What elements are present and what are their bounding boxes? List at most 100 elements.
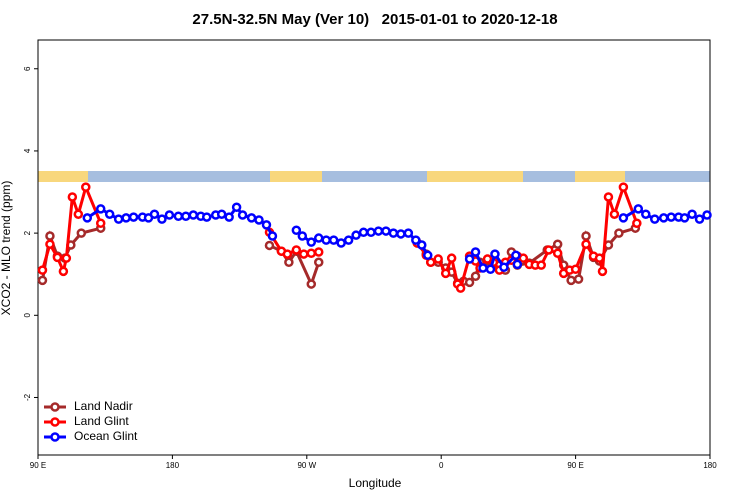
point	[231, 202, 242, 212]
point	[201, 212, 212, 222]
y-axis-label: XCO2 - MLO trend (ppm)	[0, 181, 13, 316]
point	[321, 235, 331, 245]
point	[188, 210, 199, 220]
point	[618, 213, 629, 223]
point	[261, 220, 272, 230]
point	[351, 230, 361, 240]
legend-marker	[50, 432, 60, 442]
point	[306, 279, 317, 289]
mask-ocean	[38, 171, 710, 182]
point	[128, 212, 139, 222]
point	[82, 213, 93, 223]
point	[618, 182, 629, 192]
point	[417, 240, 427, 250]
point	[113, 214, 124, 224]
point	[237, 210, 248, 220]
point	[291, 225, 302, 235]
point	[76, 228, 87, 238]
legend-label: Land Glint	[74, 414, 129, 428]
point	[679, 213, 690, 223]
point	[702, 210, 712, 220]
point	[254, 215, 264, 225]
point	[570, 264, 581, 275]
point	[485, 264, 496, 275]
point	[284, 257, 294, 268]
point	[543, 245, 554, 255]
point	[104, 209, 115, 219]
point	[512, 259, 523, 270]
x-tick-label: 180	[166, 461, 180, 470]
point	[306, 248, 317, 259]
point	[666, 212, 676, 222]
point	[297, 231, 308, 241]
mask-land	[270, 171, 322, 182]
legend-marker	[50, 402, 60, 412]
point	[358, 227, 369, 238]
point	[649, 214, 660, 224]
point	[306, 237, 317, 247]
point	[73, 209, 84, 219]
point	[603, 192, 614, 202]
x-axis-label: Longitude	[349, 476, 402, 490]
point	[282, 249, 293, 259]
point	[641, 209, 651, 219]
point	[246, 213, 257, 223]
point	[164, 210, 175, 220]
point	[581, 231, 591, 241]
point	[67, 192, 78, 202]
point	[573, 274, 584, 284]
point	[552, 248, 563, 259]
chart-title: 27.5N-32.5N May (Ver 10) 2015-01-01 to 2…	[192, 11, 557, 28]
point	[58, 266, 69, 277]
point	[633, 204, 644, 214]
point	[95, 218, 106, 229]
point	[216, 209, 227, 219]
point	[614, 228, 624, 238]
point	[388, 228, 399, 238]
point	[687, 209, 697, 219]
point	[440, 268, 451, 279]
point	[464, 254, 475, 264]
legend-marker	[50, 417, 60, 427]
point	[95, 204, 106, 214]
point	[403, 228, 414, 238]
point	[632, 218, 642, 229]
point	[518, 253, 529, 263]
point	[594, 253, 605, 263]
point	[478, 263, 488, 273]
x-tick-label: 90 W	[297, 461, 316, 470]
point	[411, 235, 421, 245]
point	[149, 209, 160, 219]
y-tick-label: 2	[23, 230, 32, 235]
point	[343, 235, 354, 245]
point	[373, 226, 384, 236]
legend-label: Ocean Glint	[74, 429, 138, 443]
point	[470, 247, 481, 257]
point	[433, 254, 443, 264]
x-tick-label: 180	[703, 461, 717, 470]
point	[52, 252, 63, 263]
y-tick-label: 4	[23, 148, 32, 153]
point	[173, 211, 184, 222]
point	[566, 275, 576, 286]
point	[511, 250, 521, 261]
x-tick-label: 90 E	[567, 461, 583, 470]
point	[61, 253, 72, 263]
point	[291, 245, 302, 255]
point	[396, 229, 406, 239]
point	[81, 182, 91, 192]
point	[581, 239, 591, 249]
point	[37, 265, 48, 275]
y-tick-label: -2	[23, 393, 32, 401]
point	[336, 238, 346, 248]
point	[267, 231, 278, 241]
point	[157, 214, 167, 224]
point	[121, 213, 131, 223]
point	[181, 211, 191, 222]
mask-land	[575, 171, 625, 182]
point	[446, 253, 457, 263]
point	[224, 212, 234, 222]
x-tick-label: 0	[439, 461, 444, 470]
